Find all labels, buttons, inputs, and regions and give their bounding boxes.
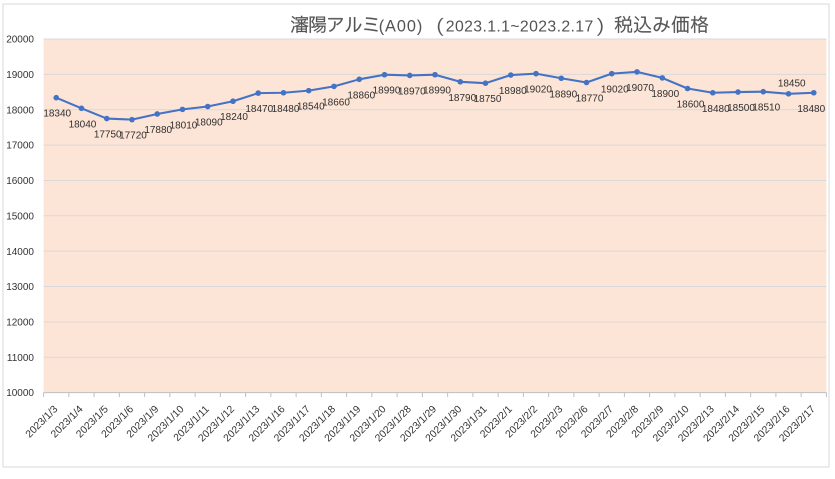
svg-text:18450: 18450 xyxy=(778,79,806,90)
svg-text:18970: 18970 xyxy=(398,86,426,97)
svg-text:18540: 18540 xyxy=(297,102,325,113)
svg-text:15000: 15000 xyxy=(6,211,34,222)
svg-text:18480: 18480 xyxy=(702,104,730,115)
svg-text:18240: 18240 xyxy=(220,112,248,123)
svg-text:18600: 18600 xyxy=(677,100,705,111)
svg-text:16000: 16000 xyxy=(6,176,34,187)
svg-text:18990: 18990 xyxy=(423,86,451,97)
svg-text:18980: 18980 xyxy=(499,86,527,97)
svg-text:18470: 18470 xyxy=(245,104,273,115)
svg-text:18510: 18510 xyxy=(752,103,780,114)
svg-text:17880: 17880 xyxy=(144,125,172,136)
svg-text:17750: 17750 xyxy=(94,130,122,141)
svg-text:20000: 20000 xyxy=(6,35,34,46)
svg-text:13000: 13000 xyxy=(6,282,34,293)
svg-text:18090: 18090 xyxy=(195,118,223,129)
svg-text:14000: 14000 xyxy=(6,247,34,258)
svg-text:19020: 19020 xyxy=(601,85,629,96)
svg-text:18750: 18750 xyxy=(474,94,502,105)
svg-text:18860: 18860 xyxy=(347,90,375,101)
svg-text:19000: 19000 xyxy=(6,70,34,81)
svg-text:18480: 18480 xyxy=(797,104,825,115)
svg-text:18040: 18040 xyxy=(69,119,97,130)
svg-text:17000: 17000 xyxy=(6,141,34,152)
svg-text:17720: 17720 xyxy=(119,131,147,142)
svg-text:18660: 18660 xyxy=(322,97,350,108)
svg-text:19020: 19020 xyxy=(524,85,552,96)
svg-text:18340: 18340 xyxy=(43,109,71,120)
svg-text:(A00): (A00) xyxy=(379,18,424,36)
svg-text:12000: 12000 xyxy=(6,317,34,328)
svg-text:11000: 11000 xyxy=(7,353,35,364)
svg-text:18000: 18000 xyxy=(6,105,34,116)
svg-text:18480: 18480 xyxy=(272,104,300,115)
svg-text:10000: 10000 xyxy=(6,388,34,399)
svg-text:2023.1.1~2023.2.17: 2023.1.1~2023.2.17 xyxy=(446,19,594,36)
svg-text:18900: 18900 xyxy=(651,89,679,100)
svg-text:18500: 18500 xyxy=(727,103,755,114)
svg-text:19070: 19070 xyxy=(626,83,654,94)
svg-text:18770: 18770 xyxy=(576,93,604,104)
svg-text:18010: 18010 xyxy=(170,120,198,131)
svg-text:18990: 18990 xyxy=(373,86,401,97)
svg-text:18790: 18790 xyxy=(448,93,476,104)
svg-text:18890: 18890 xyxy=(549,89,577,100)
